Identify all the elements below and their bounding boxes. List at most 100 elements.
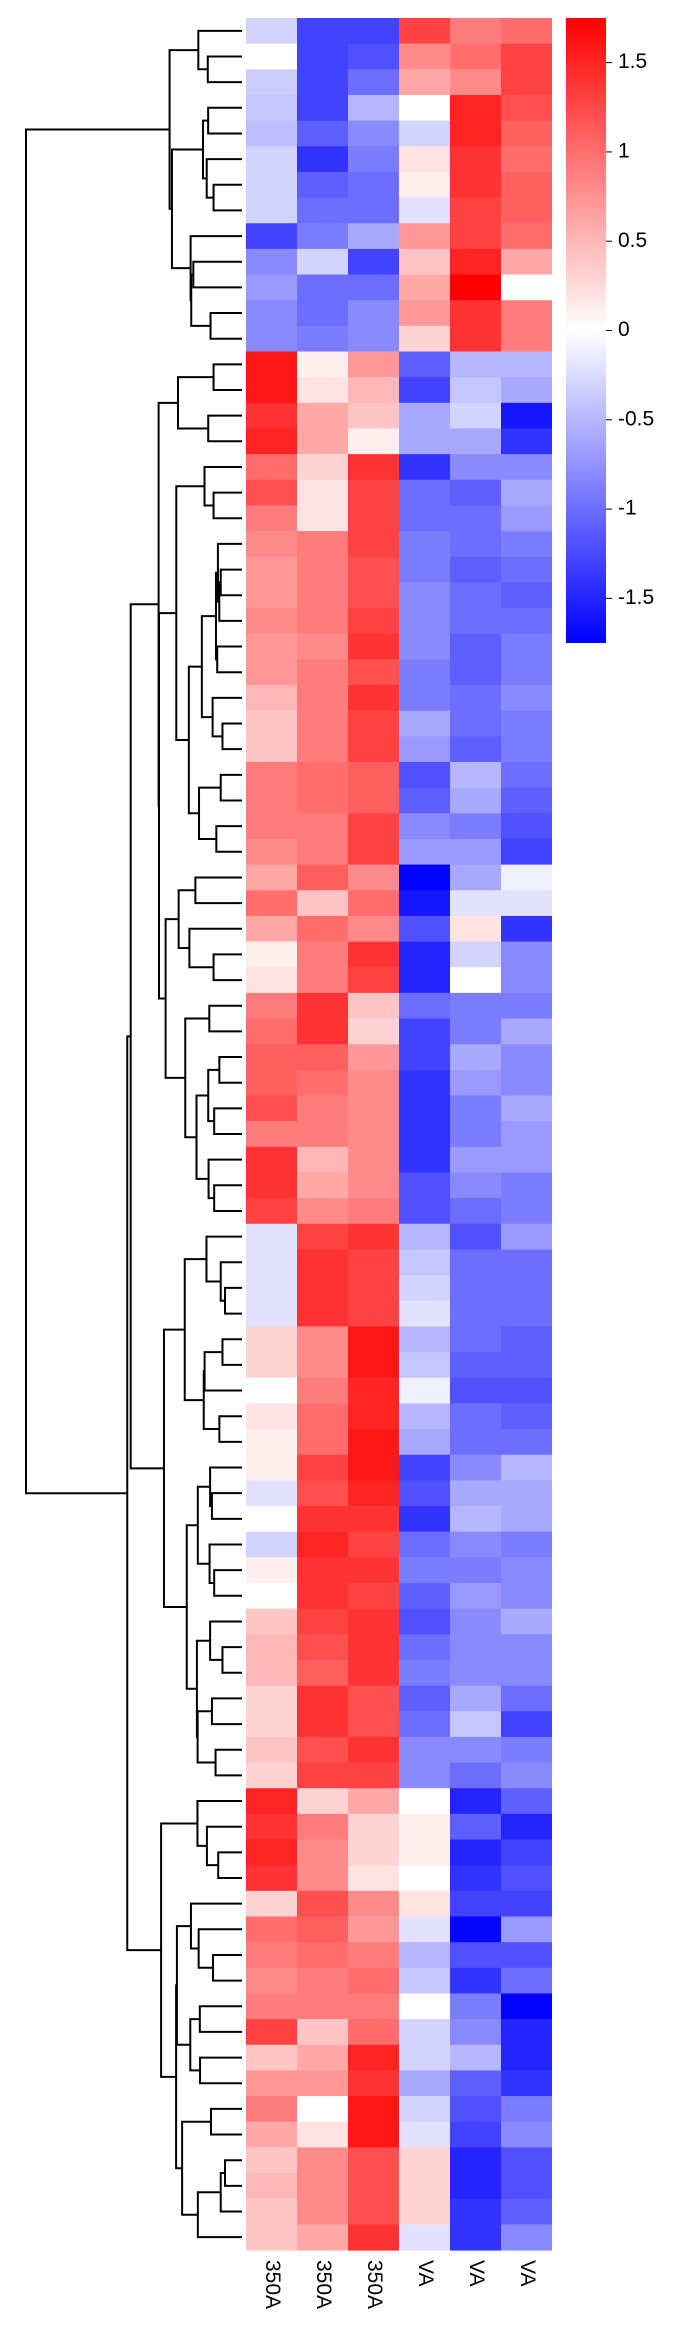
dendrogram-branch — [218, 1056, 242, 1084]
heatmap-cell — [297, 685, 348, 712]
heatmap-cell — [246, 1762, 297, 1789]
dendrogram-branch — [208, 1004, 242, 1033]
heatmap-cell — [501, 2224, 552, 2251]
heatmap-cell — [348, 1916, 399, 1943]
heatmap-cell — [450, 531, 501, 558]
dendrogram-branch — [209, 1620, 242, 1661]
heatmap-cell — [348, 428, 399, 455]
heatmap-cell — [348, 1685, 399, 1712]
heatmap-cell — [348, 325, 399, 353]
heatmap-cell — [297, 1326, 348, 1353]
heatmap-cell — [246, 633, 297, 660]
heatmap-cell — [246, 1685, 297, 1712]
heatmap-cell — [348, 351, 399, 378]
colorbar: 1.5 1 0.5 0 -0.5 -1 -1.5 — [566, 18, 654, 643]
heatmap-cell — [399, 1659, 450, 1687]
heatmap-cell — [348, 2044, 399, 2072]
heatmap-cell — [399, 1813, 450, 1841]
heatmap-cell — [399, 171, 450, 199]
heatmap-cell — [348, 274, 399, 301]
heatmap-cell — [246, 1608, 297, 1635]
dendrogram-branch — [205, 1235, 242, 1283]
heatmap-cell — [297, 1608, 348, 1635]
dendrogram-branch — [210, 1697, 242, 1726]
heatmap-cell — [399, 556, 450, 584]
heatmap-cell — [297, 941, 348, 968]
heatmap-cell — [450, 146, 501, 173]
heatmap-cell — [297, 146, 348, 173]
heatmap-cell — [246, 1044, 297, 1071]
heatmap-cell — [501, 1634, 552, 1661]
heatmap-cell — [399, 223, 450, 250]
heatmap-cell — [501, 1018, 552, 1045]
dendrogram-branch — [212, 183, 242, 212]
heatmap-cell — [501, 1377, 552, 1404]
dendrogram-branch — [221, 1338, 242, 1366]
heatmap-cell — [399, 1146, 450, 1174]
heatmap-cell — [297, 197, 348, 224]
heatmap-cell — [501, 1146, 552, 1174]
heatmap-cell — [399, 146, 450, 173]
heatmap-cell — [450, 248, 501, 276]
heatmap-cell — [399, 967, 450, 994]
heatmap-cell — [297, 1711, 348, 1738]
heatmap-cell — [297, 1890, 348, 1918]
dendrogram-branch — [213, 1184, 242, 1212]
heatmap-cell — [348, 402, 399, 430]
heatmap-cell — [297, 1480, 348, 1507]
heatmap-cell — [297, 1146, 348, 1174]
heatmap-cell — [399, 1531, 450, 1558]
heatmap-cell — [348, 1993, 399, 2020]
heatmap-cell — [450, 556, 501, 584]
heatmap-cell — [501, 1506, 552, 1533]
heatmap-cell — [450, 1839, 501, 1866]
heatmap-cell — [450, 787, 501, 814]
heatmap-cell — [399, 1711, 450, 1738]
dendrogram-branch — [224, 2159, 242, 2187]
heatmap-cell — [246, 69, 297, 96]
heatmap-cell — [399, 1942, 450, 1969]
heatmap-cell — [501, 146, 552, 173]
heatmap-cell — [297, 18, 348, 45]
heatmap-cell — [297, 69, 348, 96]
heatmap-cell — [450, 1685, 501, 1712]
heatmap-cell — [450, 1480, 501, 1507]
heatmap-cell — [501, 325, 552, 353]
heatmap-cell — [450, 1506, 501, 1533]
heatmap-cell — [399, 2070, 450, 2097]
heatmap-cell — [348, 2147, 399, 2174]
heatmap-cell — [450, 2044, 501, 2072]
heatmap-cell — [501, 479, 552, 507]
heatmap-cell — [399, 2096, 450, 2123]
heatmap-cell — [501, 1916, 552, 1943]
heatmap-cell — [450, 69, 501, 96]
heatmap-cell — [297, 1634, 348, 1661]
heatmap-cell — [246, 43, 297, 70]
heatmap-cell — [246, 1454, 297, 1481]
heatmap-cell — [297, 325, 348, 353]
heatmap-cell — [297, 1813, 348, 1841]
heatmap-cell — [246, 1326, 297, 1353]
heatmap-cells — [246, 18, 552, 2251]
heatmap-cell — [399, 1480, 450, 1507]
heatmap-cell — [348, 813, 399, 840]
heatmap-cell — [501, 1480, 552, 1507]
heatmap-cell — [450, 325, 501, 353]
colorbar-tick-label: -0.5 — [618, 407, 654, 430]
heatmap-cell — [450, 1377, 501, 1404]
heatmap-cell — [348, 941, 399, 968]
heatmap-cell — [450, 685, 501, 712]
heatmap-cell — [348, 1531, 399, 1558]
heatmap-cell — [348, 2198, 399, 2225]
heatmap-cell — [246, 838, 297, 866]
heatmap-cell — [348, 146, 399, 173]
heatmap-cell — [399, 377, 450, 404]
heatmap-cell — [246, 762, 297, 789]
heatmap-cell — [450, 762, 501, 789]
heatmap-cell — [297, 1788, 348, 1815]
heatmap-cell — [246, 941, 297, 968]
heatmap-cell — [501, 2173, 552, 2200]
heatmap-cell — [501, 633, 552, 660]
heatmap-cell — [501, 1967, 552, 1995]
